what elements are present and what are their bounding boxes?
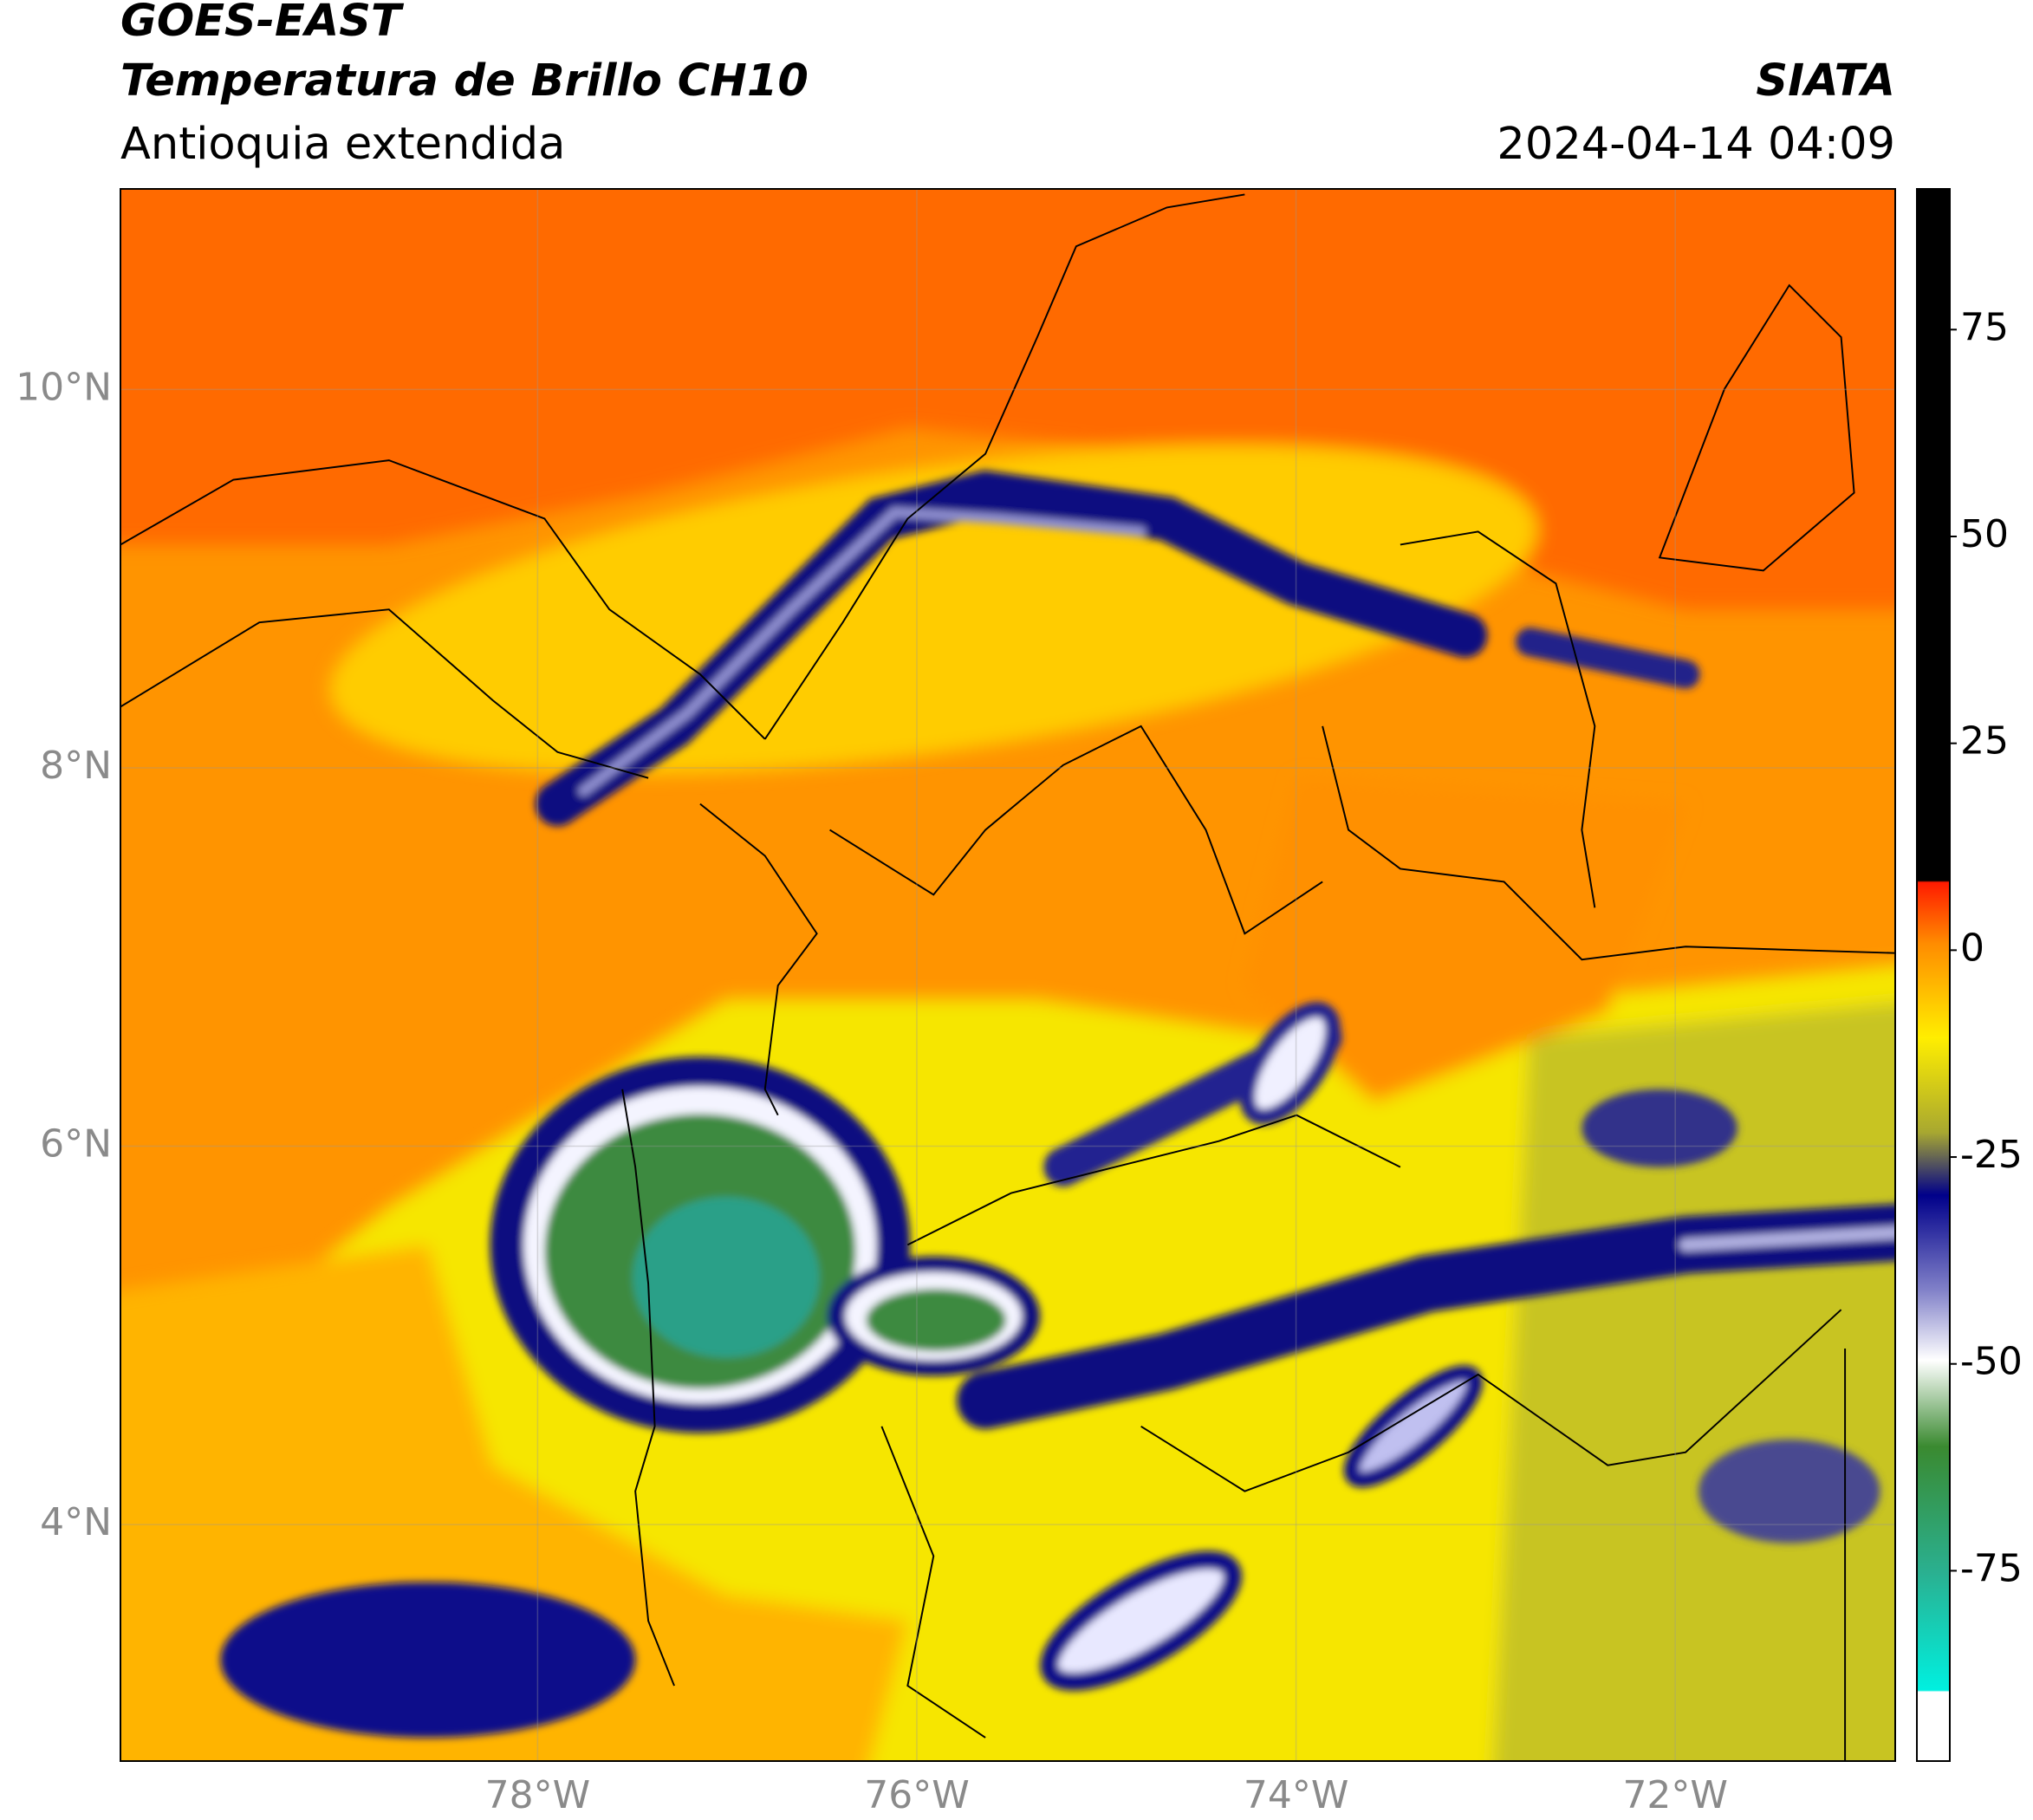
- colorbar-tick-label: -50: [1960, 1340, 2023, 1384]
- x-tick-label: 72°W: [1622, 1773, 1728, 1817]
- source: SIATA: [1756, 55, 1895, 107]
- x-tick-label: 78°W: [485, 1773, 591, 1817]
- admin-border: [906, 1114, 1401, 1246]
- coastline: [763, 193, 1245, 740]
- warm-region: [1244, 777, 1686, 1102]
- colorbar-tick-label: 50: [1960, 512, 2009, 556]
- cold-cloud: [1493, 1003, 1895, 1761]
- y-tick-label: 10°N: [16, 365, 112, 409]
- cold-cloud: [1679, 1225, 1895, 1251]
- borders: [120, 193, 1895, 1761]
- cold-cloud: [633, 1196, 820, 1358]
- grid: [120, 189, 1895, 1761]
- cold-cloud: [220, 1582, 636, 1738]
- map-field: [120, 189, 1895, 1761]
- region: Antioquia extendida: [120, 119, 565, 170]
- coastline: [120, 608, 649, 779]
- coastline: [699, 803, 818, 1116]
- admin-border: [1400, 530, 1596, 908]
- coastline: [1658, 283, 1855, 572]
- colorbar-tick-label: 75: [1960, 305, 2009, 349]
- cold-cloud: [1516, 627, 1700, 689]
- cold-cloud: [1698, 1439, 1880, 1544]
- admin-border: [880, 1426, 986, 1739]
- convective-cells: [220, 470, 1895, 1738]
- colorbar-tick-label: -25: [1960, 1133, 2023, 1177]
- cold-cloud: [866, 1289, 1007, 1352]
- admin-border: [1140, 1309, 1842, 1492]
- colorbar-tick-label: 25: [1960, 719, 2009, 764]
- subtitle: Temperatura de Brillo CH10: [120, 55, 809, 107]
- cloud-edge: [329, 445, 1538, 775]
- y-tick-label: 4°N: [40, 1500, 112, 1544]
- admin-border: [829, 725, 1323, 935]
- cold-cloud: [578, 506, 1146, 796]
- title: GOES-EAST: [120, 0, 405, 47]
- cold-cloud: [1343, 1365, 1483, 1488]
- coastline: [120, 459, 766, 740]
- y-tick-label: 6°N: [40, 1122, 112, 1167]
- map-frame: [120, 188, 1896, 1762]
- colorbar-tick-label: -75: [1960, 1546, 2023, 1590]
- x-tick-label: 74°W: [1244, 1773, 1349, 1817]
- colorbar: [1916, 188, 1951, 1762]
- cloud-field: [120, 189, 1895, 1761]
- datetime: 2024-04-14 04:09: [1497, 119, 1895, 170]
- cold-cloud: [1239, 1002, 1341, 1125]
- admin-border: [1322, 725, 1895, 961]
- cold-cloud: [1582, 1089, 1737, 1167]
- x-tick-label: 76°W: [864, 1773, 970, 1817]
- y-tick-label: 8°N: [40, 744, 112, 788]
- cold-cloud: [1040, 1550, 1242, 1691]
- coastline: [621, 1089, 675, 1687]
- colorbar-tick-label: 0: [1960, 926, 1984, 970]
- temperature-shading: [120, 189, 1895, 1761]
